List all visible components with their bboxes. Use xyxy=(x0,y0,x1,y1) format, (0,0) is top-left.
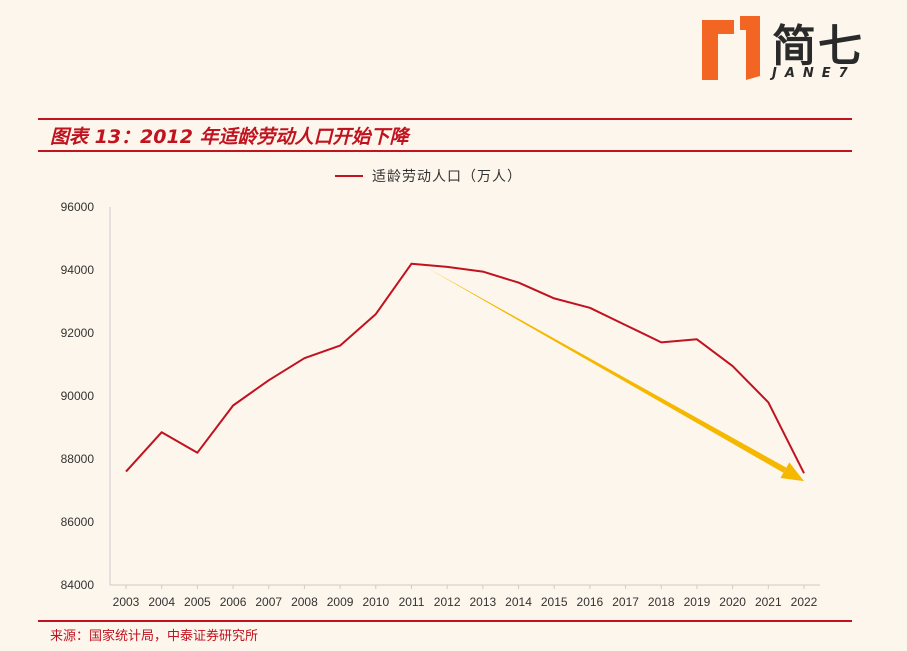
legend-label: 适龄劳动人口（万人） xyxy=(372,169,522,185)
series-group xyxy=(125,262,805,474)
y-tick-label: 88000 xyxy=(61,452,95,466)
y-tick-label: 90000 xyxy=(61,389,95,403)
chart-legend: 适龄劳动人口（万人） xyxy=(335,169,522,185)
x-axis: 2003 2004 2005 2006 2007 2008 2009 2010 2011 2012… xyxy=(110,584,820,609)
chart-figure-title: 图表 13：2012 年适龄劳动人口开始下降 xyxy=(50,126,409,148)
logo-english-name: JANE7 xyxy=(772,66,856,81)
y-tick-label: 96000 xyxy=(61,200,95,214)
x-tick-label: 2012 xyxy=(434,595,461,609)
trend-arrow-head xyxy=(780,462,804,482)
x-tick-label: 2009 xyxy=(327,595,354,609)
y-tick-label: 86000 xyxy=(61,515,95,529)
x-tick-label: 2011 xyxy=(399,595,425,609)
source-note: 来源：国家统计局，中泰证券研究所 xyxy=(50,629,259,644)
x-tick-label: 2003 xyxy=(113,595,140,609)
logo-mark-icon xyxy=(702,16,760,80)
x-tick-label: 2013 xyxy=(469,595,496,609)
header-bottom-rule xyxy=(38,150,852,152)
x-tick-label: 2010 xyxy=(362,595,389,609)
y-axis: 84000 86000 88000 90000 92000 94000 96000 xyxy=(61,200,111,592)
x-tick-label: 2016 xyxy=(577,595,604,609)
x-tick-label: 2014 xyxy=(505,595,532,609)
x-tick-label: 2004 xyxy=(148,595,175,609)
y-tick-label: 92000 xyxy=(61,326,95,340)
y-tick-label: 94000 xyxy=(61,263,95,277)
x-tick-label: 2020 xyxy=(719,595,746,609)
x-tick-label: 2006 xyxy=(220,595,247,609)
footer-rule xyxy=(38,620,852,622)
brand-logo: 简七 JANE7 xyxy=(700,12,890,87)
y-tick-label: 84000 xyxy=(61,578,95,592)
x-tick-label: 2022 xyxy=(791,595,818,609)
x-tick-label: 2005 xyxy=(184,595,211,609)
x-tick-label: 2015 xyxy=(541,595,568,609)
x-tick-label: 2021 xyxy=(755,595,782,609)
logo-chinese-name: 简七 xyxy=(772,21,864,72)
trend-arrow-shaft xyxy=(425,266,787,473)
series-line xyxy=(125,262,805,474)
annotation-group xyxy=(425,266,804,482)
x-tick-label: 2018 xyxy=(648,595,675,609)
x-tick-label: 2019 xyxy=(684,595,711,609)
x-tick-label: 2007 xyxy=(255,595,282,609)
x-tick-label: 2017 xyxy=(612,595,639,609)
header-top-rule xyxy=(38,118,852,120)
x-tick-label: 2008 xyxy=(291,595,318,609)
